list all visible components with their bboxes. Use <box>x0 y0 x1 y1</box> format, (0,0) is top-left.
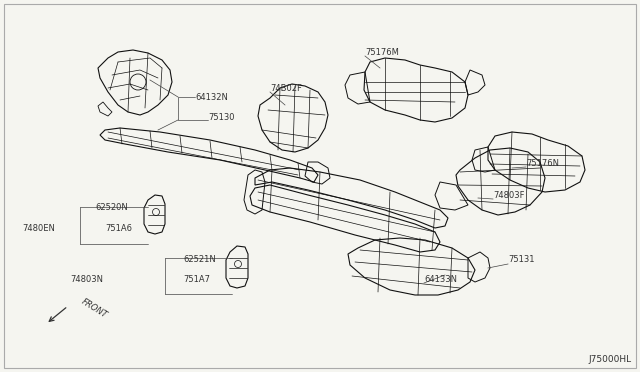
Text: 62520N: 62520N <box>95 202 128 212</box>
Text: FRONT: FRONT <box>80 296 109 320</box>
Text: 75131: 75131 <box>508 256 534 264</box>
Text: 7480EN: 7480EN <box>22 224 55 232</box>
Text: J75000HL: J75000HL <box>589 355 632 364</box>
Text: 751A7: 751A7 <box>183 275 210 283</box>
Text: 74B02F: 74B02F <box>270 83 302 93</box>
Text: 62521N: 62521N <box>183 256 216 264</box>
Text: 75130: 75130 <box>208 112 234 122</box>
Text: 75176N: 75176N <box>526 158 559 167</box>
Text: 64132N: 64132N <box>195 93 228 102</box>
Text: 64133N: 64133N <box>424 275 457 283</box>
Text: 75176M: 75176M <box>365 48 399 57</box>
Text: 74803F: 74803F <box>493 190 525 199</box>
Text: 74803N: 74803N <box>70 275 103 283</box>
Text: 751A6: 751A6 <box>105 224 132 232</box>
